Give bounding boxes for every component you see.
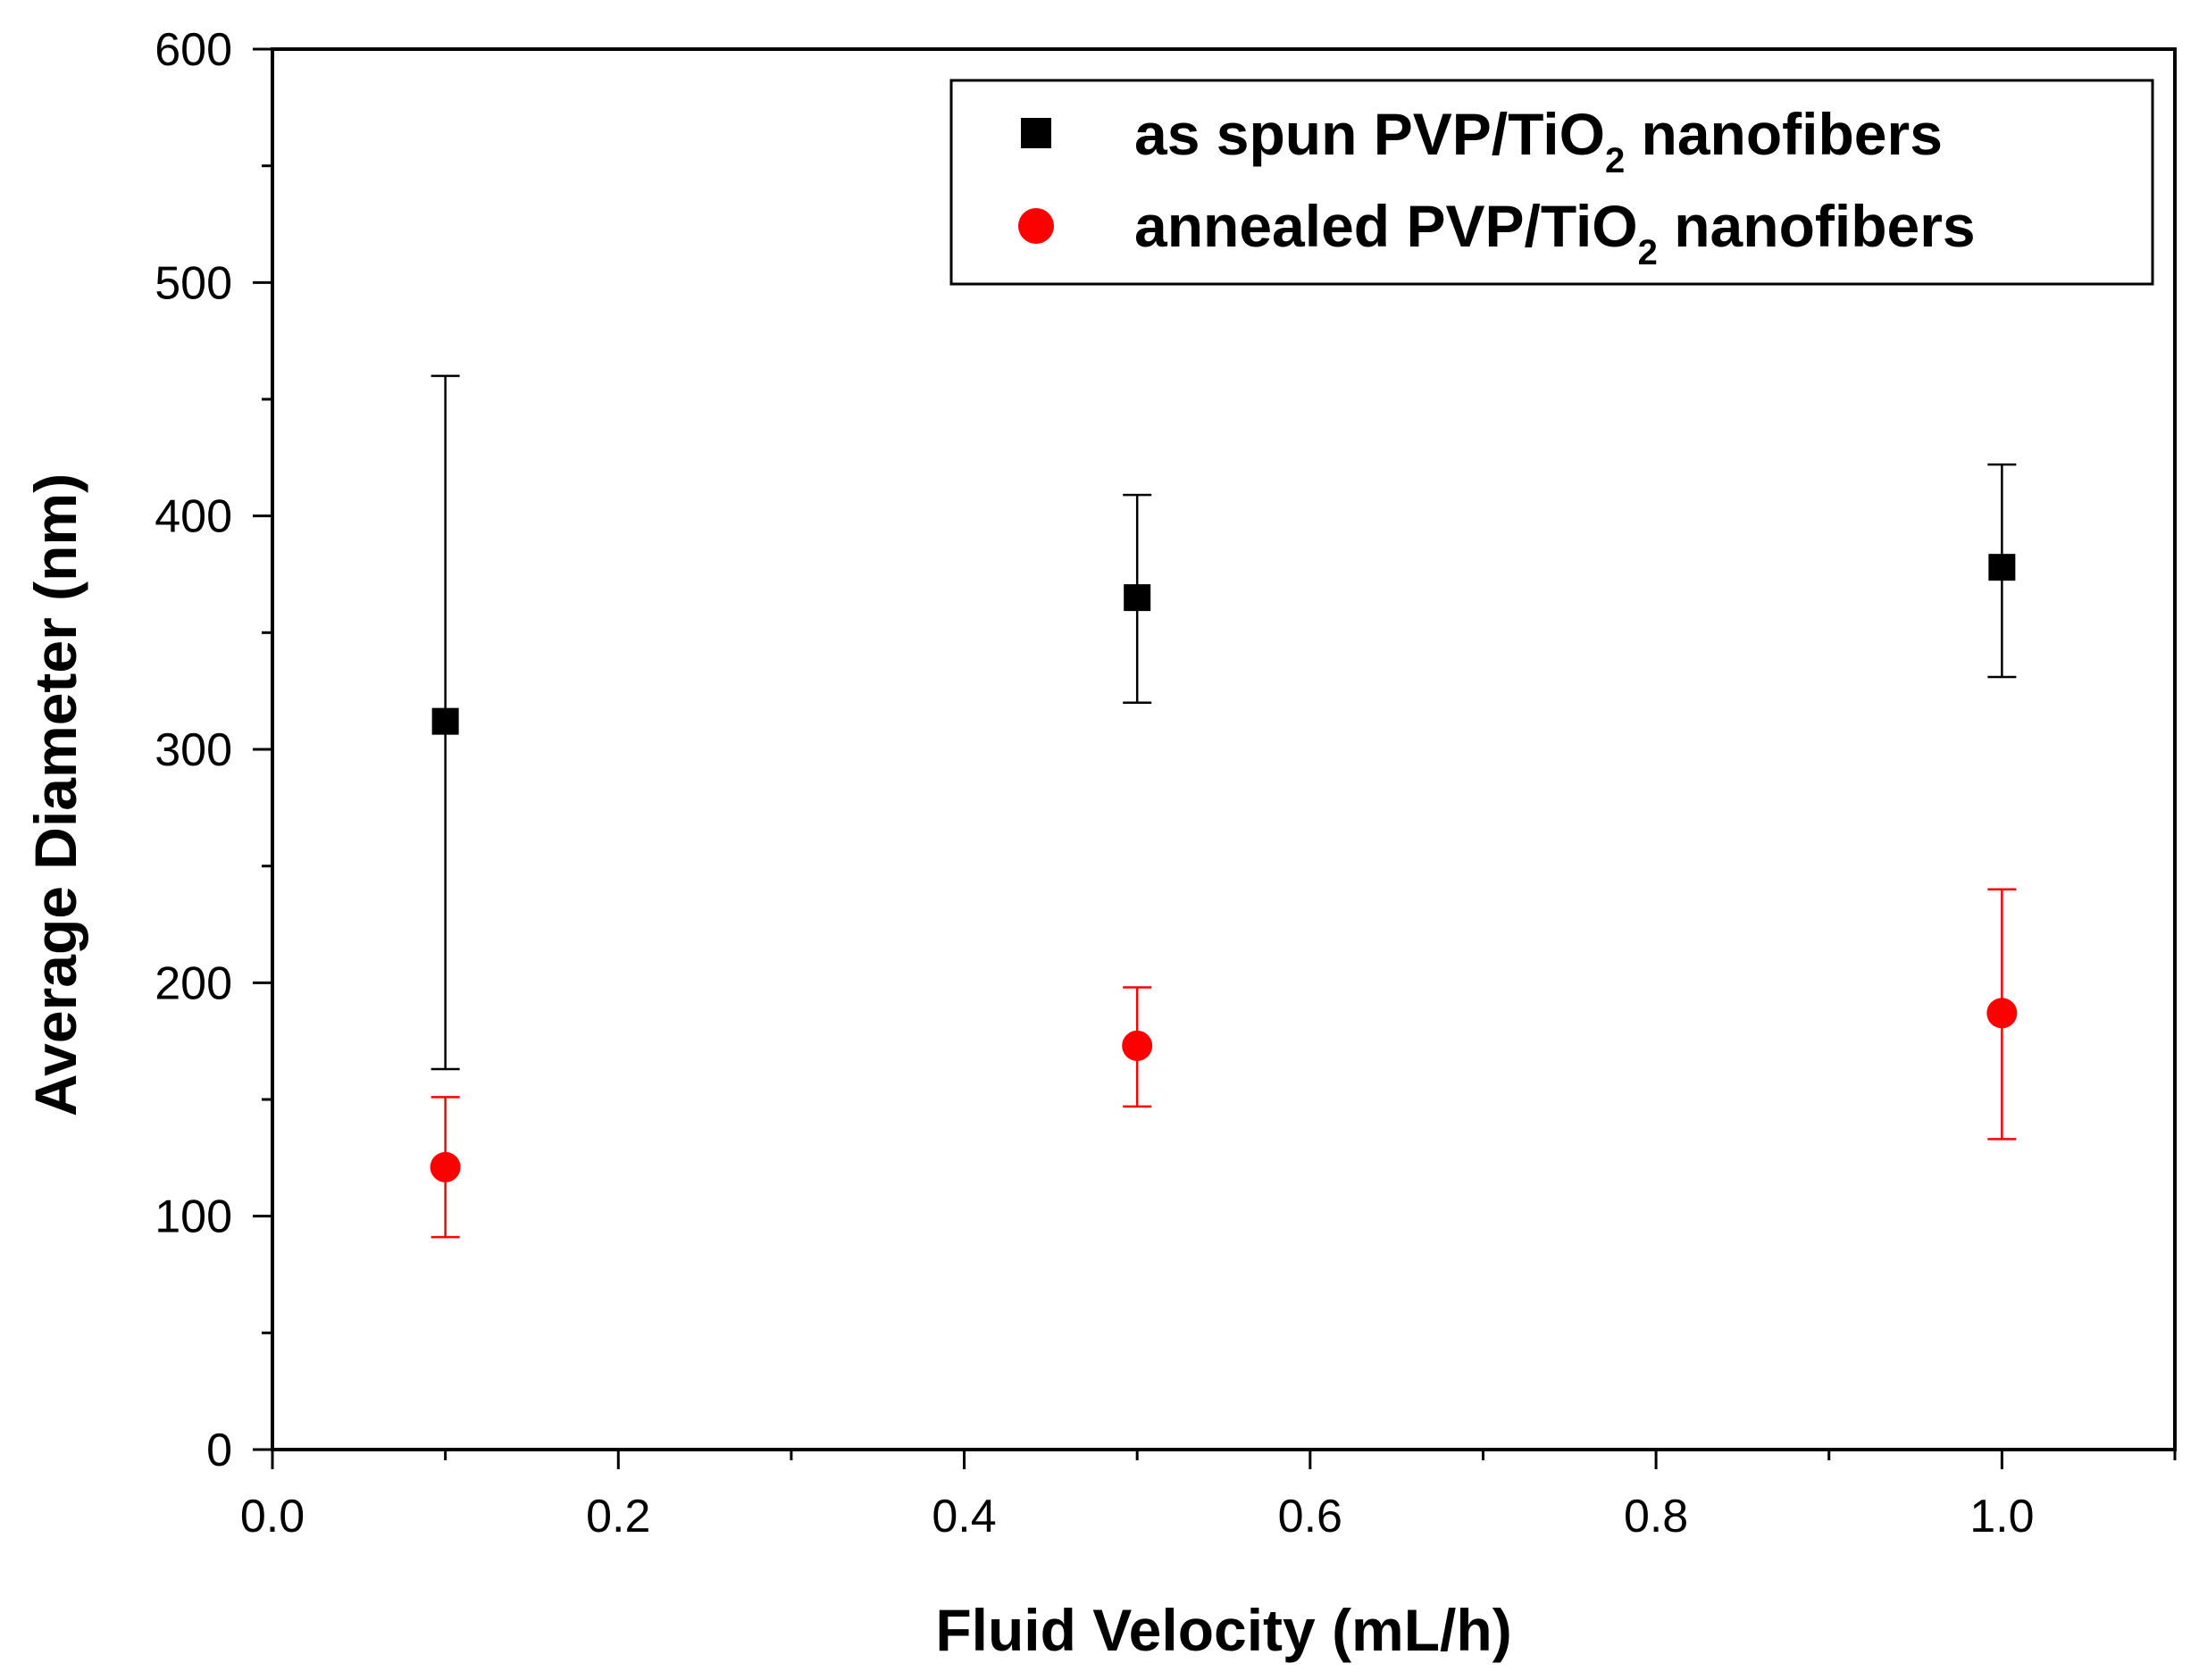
- x-tick-label: 0.4: [932, 1491, 996, 1542]
- series-as-spun: [431, 374, 2017, 1071]
- x-axis: 0.0 0.2 0.4 0.6 0.8 1.0: [240, 1450, 2177, 1542]
- data-point: [1986, 998, 2018, 1029]
- data-point: [431, 707, 459, 735]
- data-series: [430, 374, 2018, 1239]
- y-tick-label: 100: [155, 1191, 232, 1243]
- legend-marker-annealed: [1018, 208, 1054, 244]
- y-tick-label: 0: [206, 1425, 232, 1476]
- y-tick-label: 200: [155, 957, 232, 1009]
- y-axis-title: Average Diameter (nm): [22, 473, 88, 1116]
- y-tick-label: 500: [155, 257, 232, 309]
- y-axis: 0 100 200 300 400 500 600: [155, 24, 272, 1476]
- data-point: [1124, 584, 1151, 612]
- y-tick-label: 400: [155, 491, 232, 543]
- x-tick-label: 1.0: [1969, 1491, 2034, 1542]
- data-point: [1122, 1030, 1153, 1061]
- x-tick-label: 0.2: [586, 1491, 650, 1542]
- x-tick-label: 0.8: [1624, 1491, 1688, 1542]
- y-tick-label: 300: [155, 724, 232, 776]
- x-axis-title: Fluid Velocity (mL/h): [935, 1597, 1511, 1663]
- x-tick-label: 0.6: [1278, 1491, 1342, 1542]
- data-point: [1988, 554, 2016, 581]
- legend: as spun PVP/TiO2 nanofibers annealed PVP…: [949, 79, 2154, 286]
- legend-label-as-spun: as spun PVP/TiO2 nanofibers: [1134, 101, 1943, 180]
- y-tick-label: 600: [155, 24, 232, 76]
- legend-marker-as-spun: [1021, 118, 1051, 148]
- legend-box: [949, 79, 2154, 286]
- data-point: [430, 1151, 461, 1183]
- x-tick-label: 0.0: [240, 1491, 305, 1542]
- series-annealed: [430, 888, 2018, 1239]
- legend-label-annealed: annealed PVP/TiO2 nanofibers: [1134, 193, 1976, 272]
